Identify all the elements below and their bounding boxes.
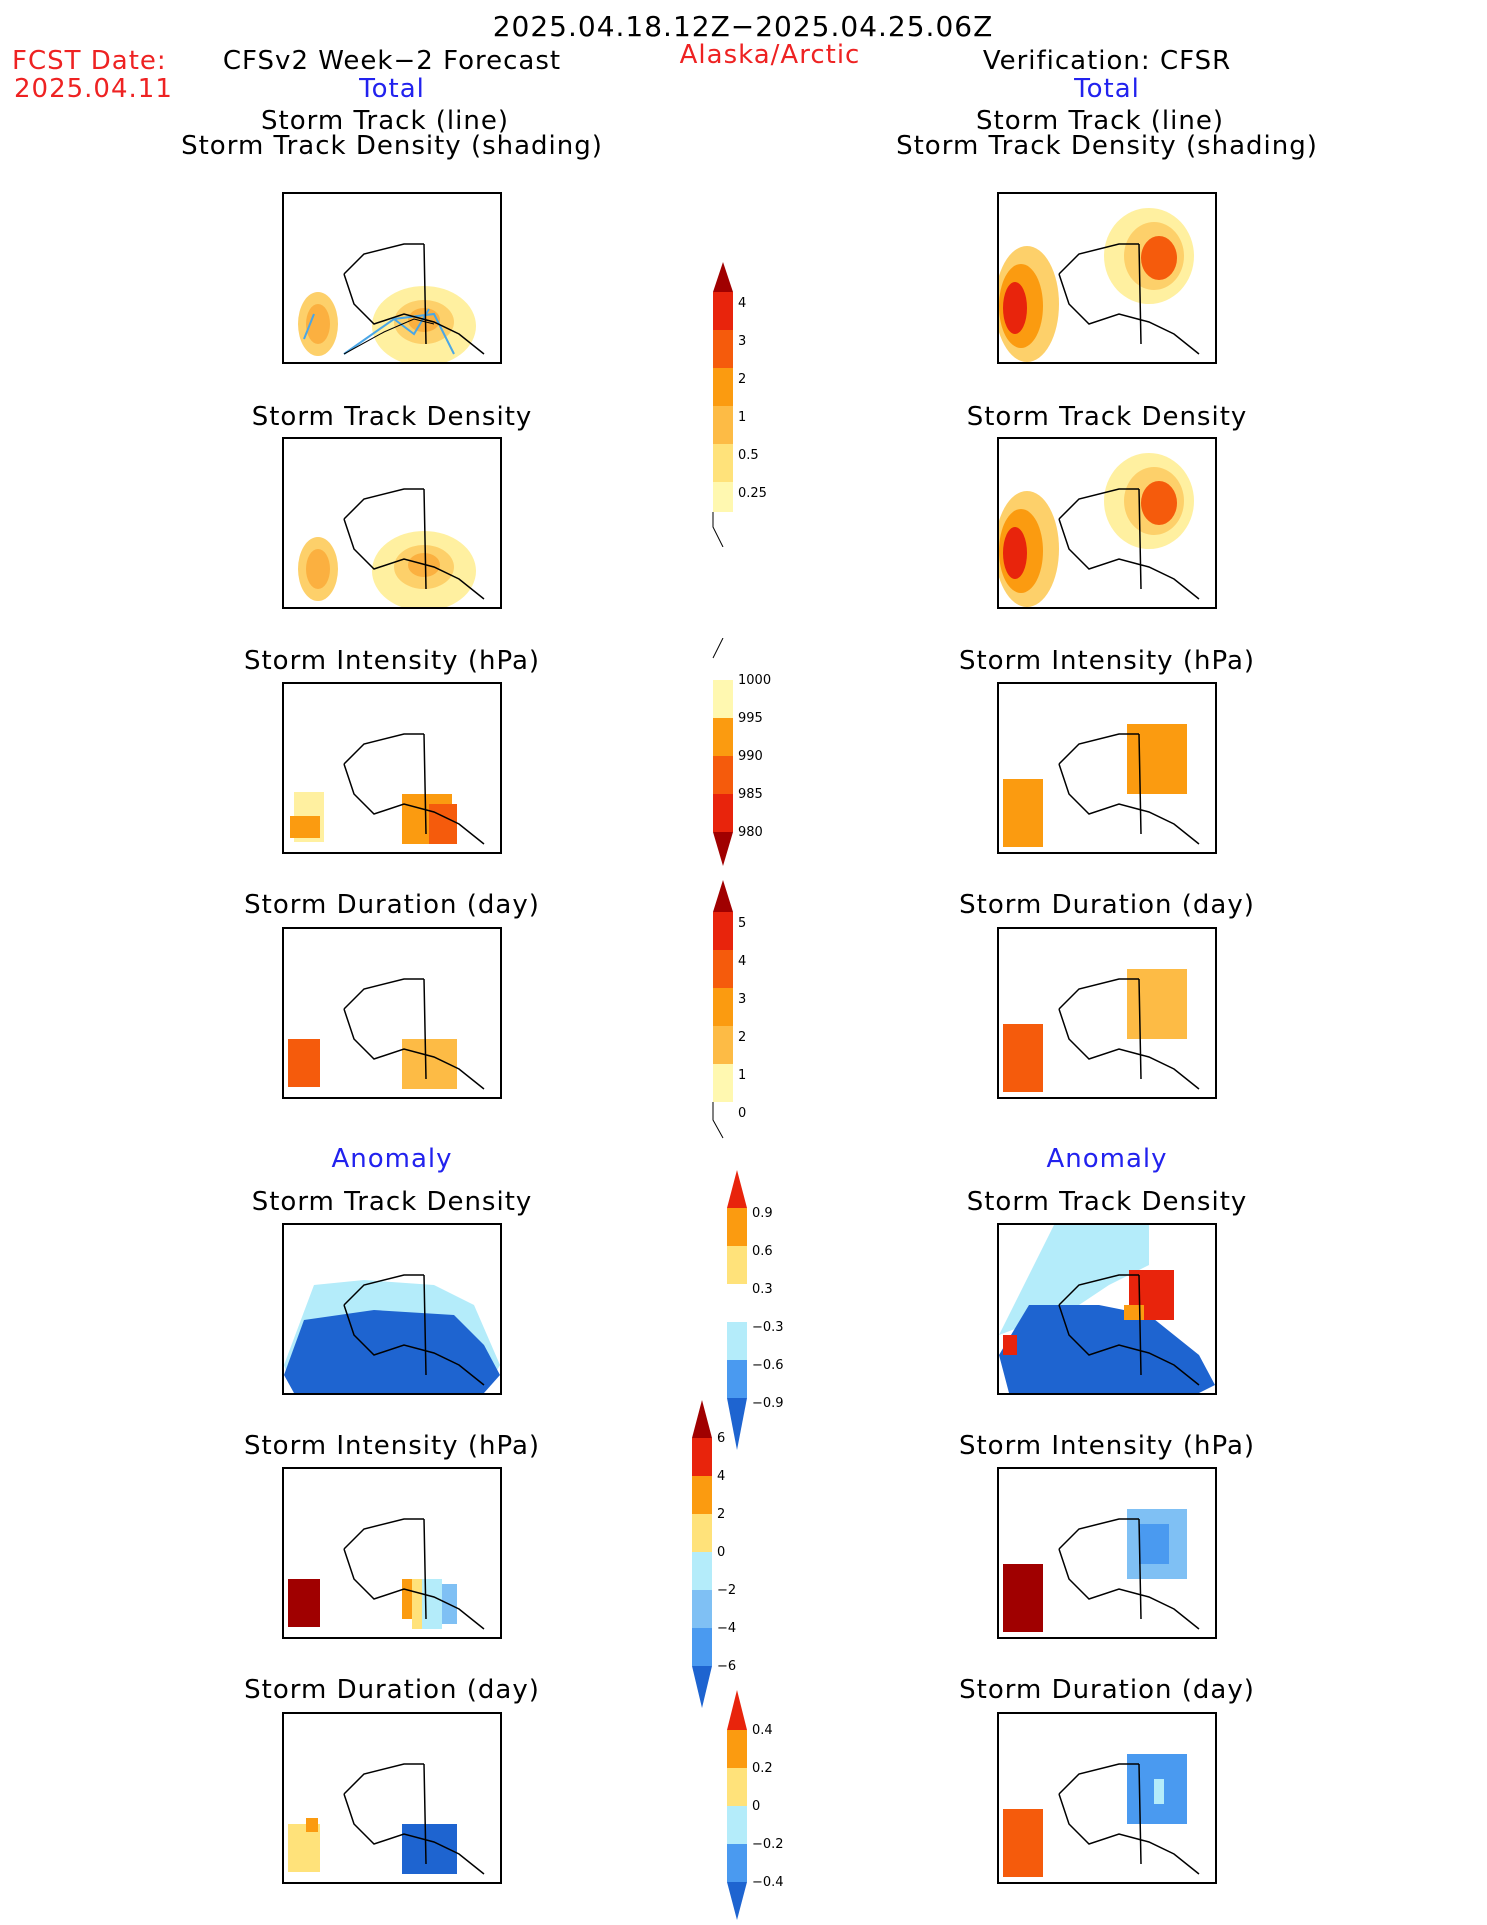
cb1-tick-6: 0.25 bbox=[738, 486, 767, 501]
cb2-tick-4: 985 bbox=[738, 787, 763, 802]
cb1-tick-5: 0.5 bbox=[738, 448, 759, 463]
cb4-tick-3: 0.3 bbox=[752, 1282, 773, 1297]
left-anom-density-title: Storm Track Density bbox=[251, 1187, 533, 1217]
right-total-label: Total bbox=[1074, 74, 1140, 104]
cb6-tick-1: 0.4 bbox=[752, 1723, 773, 1738]
right-anomaly-label: Anomaly bbox=[1046, 1144, 1168, 1174]
cb3-tick-2: 4 bbox=[738, 954, 746, 969]
left-total-label: Total bbox=[359, 74, 425, 104]
cb1-tick-4: 1 bbox=[738, 410, 746, 425]
left-track-title-1: Storm Track (line) bbox=[261, 106, 509, 136]
cb1-tick-3: 2 bbox=[738, 372, 746, 387]
colorbar-density-total: 4 3 2 1 0.5 0.25 bbox=[712, 262, 802, 551]
left-intensity-title: Storm Intensity (hPa) bbox=[243, 646, 541, 676]
left-duration-title: Storm Duration (day) bbox=[244, 890, 540, 920]
left-anomaly-label: Anomaly bbox=[331, 1144, 453, 1174]
cb4-tick-6: −0.9 bbox=[752, 1396, 784, 1411]
map-left-density bbox=[282, 437, 502, 609]
right-track-title-1: Storm Track (line) bbox=[976, 106, 1224, 136]
right-track-title-2: Storm Track Density (shading) bbox=[896, 131, 1318, 161]
cb4-tick-1: 0.9 bbox=[752, 1206, 773, 1221]
cb5-tick-1: 6 bbox=[717, 1431, 725, 1446]
cb5-tick-2: 4 bbox=[717, 1469, 725, 1484]
colorbar-duration-anomaly: 0.4 0.2 0 −0.2 −0.4 bbox=[726, 1690, 816, 1924]
cb1-tick-2: 3 bbox=[738, 334, 746, 349]
right-anom-intensity-title: Storm Intensity (hPa) bbox=[958, 1431, 1256, 1461]
cb6-tick-4: −0.2 bbox=[752, 1837, 784, 1852]
cb4-tick-2: 0.6 bbox=[752, 1244, 773, 1259]
right-density-title: Storm Track Density bbox=[966, 402, 1248, 432]
map-right-intensity bbox=[997, 682, 1217, 854]
colorbar-duration-total: 5 4 3 2 1 0 bbox=[712, 880, 802, 1144]
cb5-tick-5: −2 bbox=[717, 1583, 736, 1598]
left-density-title: Storm Track Density bbox=[251, 402, 533, 432]
fcst-date-label: FCST Date: bbox=[12, 46, 167, 76]
map-left-anom-density bbox=[282, 1223, 502, 1395]
cb6-tick-3: 0 bbox=[752, 1799, 760, 1814]
left-column-title: CFSv2 Week−2 Forecast bbox=[222, 46, 562, 76]
map-left-anom-duration bbox=[282, 1712, 502, 1884]
map-left-intensity bbox=[282, 682, 502, 854]
cb4-tick-5: −0.6 bbox=[752, 1358, 784, 1373]
left-anom-duration-title: Storm Duration (day) bbox=[244, 1675, 540, 1705]
cb5-tick-3: 2 bbox=[717, 1507, 725, 1522]
cb2-tick-1: 1000 bbox=[738, 673, 771, 688]
colorbar-intensity-total: 1000 995 990 985 980 bbox=[712, 637, 802, 872]
right-intensity-title: Storm Intensity (hPa) bbox=[958, 646, 1256, 676]
fcst-date-value: 2025.04.11 bbox=[14, 74, 173, 104]
map-right-anom-duration bbox=[997, 1712, 1217, 1884]
cb5-tick-4: 0 bbox=[717, 1545, 725, 1560]
right-duration-title: Storm Duration (day) bbox=[959, 890, 1255, 920]
map-right-density bbox=[997, 437, 1217, 609]
cb3-tick-6: 0 bbox=[738, 1106, 746, 1121]
colorbar-density-anomaly: 0.9 0.6 0.3 −0.3 −0.6 −0.9 bbox=[726, 1170, 816, 1456]
left-anom-intensity-title: Storm Intensity (hPa) bbox=[243, 1431, 541, 1461]
colorbar-intensity-anomaly: 6 4 2 0 −2 −4 −6 bbox=[691, 1400, 781, 1714]
cb6-tick-2: 0.2 bbox=[752, 1761, 773, 1776]
right-column-title: Verification: CFSR bbox=[982, 46, 1232, 76]
map-left-storm-track bbox=[282, 192, 502, 364]
cb6-tick-5: −0.4 bbox=[752, 1875, 784, 1890]
map-right-anom-intensity bbox=[997, 1467, 1217, 1639]
map-left-anom-intensity bbox=[282, 1467, 502, 1639]
left-track-title-2: Storm Track Density (shading) bbox=[181, 131, 603, 161]
cb2-tick-5: 980 bbox=[738, 825, 763, 840]
cb2-tick-3: 990 bbox=[738, 749, 763, 764]
cb2-tick-2: 995 bbox=[738, 711, 763, 726]
map-right-storm-track bbox=[997, 192, 1217, 364]
cb3-tick-4: 2 bbox=[738, 1030, 746, 1045]
map-left-duration bbox=[282, 927, 502, 1099]
cb5-tick-7: −6 bbox=[717, 1659, 736, 1674]
map-right-duration bbox=[997, 927, 1217, 1099]
cb3-tick-5: 1 bbox=[738, 1068, 746, 1083]
cb3-tick-1: 5 bbox=[738, 916, 746, 931]
cb4-tick-4: −0.3 bbox=[752, 1320, 784, 1335]
right-anom-duration-title: Storm Duration (day) bbox=[959, 1675, 1255, 1705]
region-label: Alaska/Arctic bbox=[679, 40, 861, 70]
cb1-tick-1: 4 bbox=[738, 296, 746, 311]
cb5-tick-6: −4 bbox=[717, 1621, 736, 1636]
date-range-title: 2025.04.18.12Z−2025.04.25.06Z bbox=[492, 10, 994, 43]
right-anom-density-title: Storm Track Density bbox=[966, 1187, 1248, 1217]
cb3-tick-3: 3 bbox=[738, 992, 746, 1007]
map-right-anom-density bbox=[997, 1223, 1217, 1395]
